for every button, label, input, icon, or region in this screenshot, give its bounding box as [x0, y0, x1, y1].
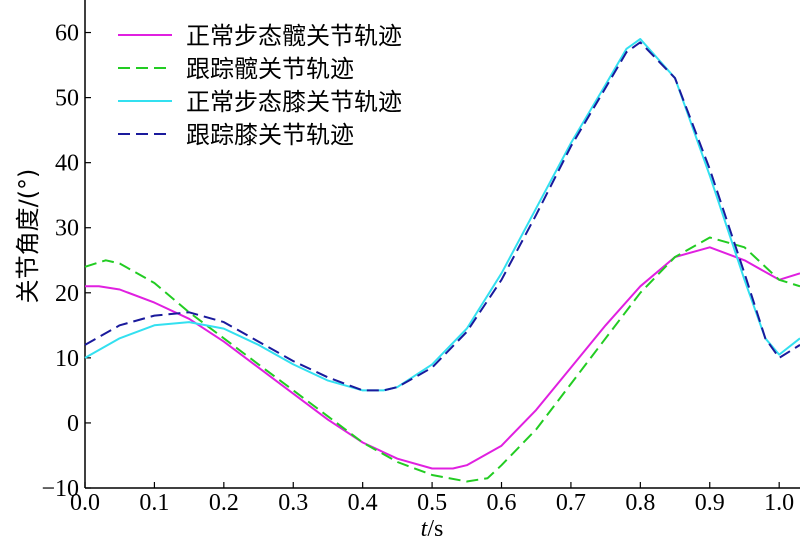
y-tick-label: 30 [55, 216, 79, 242]
y-tick-label: 20 [55, 281, 79, 307]
legend-label-2: 跟踪髋关节轨迹 [186, 55, 354, 83]
y-tick-label: 50 [55, 86, 79, 112]
x-tick-label: 0.9 [695, 490, 725, 516]
y-tick-label: 10 [55, 346, 79, 372]
legend-label-4: 跟踪膝关节轨迹 [186, 121, 354, 149]
y-tick-label: 60 [55, 21, 79, 47]
x-tick-label: 0.3 [278, 490, 308, 516]
x-tick-label: 1.0 [764, 490, 794, 516]
legend-label-1: 正常步态髋关节轨迹 [186, 22, 402, 50]
x-tick-label: 0.7 [556, 490, 586, 516]
series-line-4 [84, 41, 800, 392]
y-tick-label: −10 [41, 476, 79, 502]
x-tick-label: 0.5 [417, 490, 447, 516]
series-line-3 [84, 38, 800, 392]
x-tick-label: 0.8 [625, 490, 655, 516]
x-axis-title-variable: t [421, 516, 429, 542]
series-layer [84, 38, 800, 483]
x-tick-label: 0.2 [209, 490, 239, 516]
legend-label-3: 正常步态膝关节轨迹 [186, 88, 402, 116]
y-axis-title: 关节角度/(°) [14, 169, 42, 304]
series-line-2 [84, 236, 800, 483]
axes: −10 0 10 20 30 40 50 60 0.0 0.1 0.2 0.3 0.4 0.5 0.6 0.7… [41, 0, 800, 516]
x-axis-title: t/s [421, 516, 444, 542]
series-line-1 [85, 246, 800, 470]
x-tick-label: 0.6 [487, 490, 517, 516]
y-tick-label: 40 [55, 151, 79, 177]
x-tick-label: 0.1 [139, 490, 169, 516]
y-tick-label: 0 [67, 411, 79, 437]
x-tick-label: 0.4 [348, 490, 378, 516]
x-axis-title-unit: /s [427, 516, 443, 542]
x-tick-label: 0.0 [70, 490, 100, 516]
